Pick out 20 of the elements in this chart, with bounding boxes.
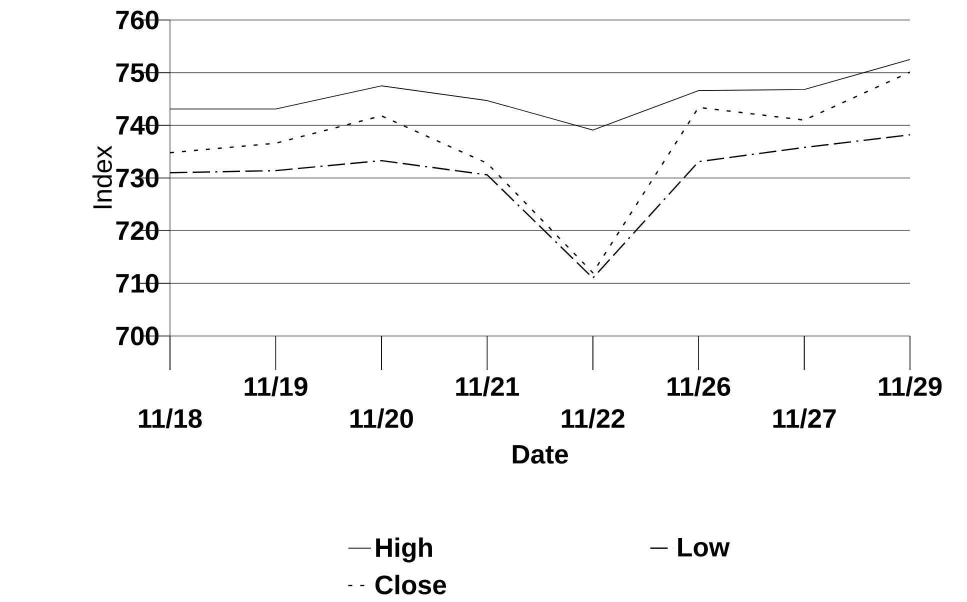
x-tick-label: 11/18 <box>139 408 202 428</box>
legend-label: Low <box>678 538 730 557</box>
x-tick-label: 11/29 <box>879 376 942 396</box>
x-tick-label: 11/27 <box>773 408 836 428</box>
y-tick-label: 730 <box>116 168 159 188</box>
y-tick-label: 720 <box>116 221 159 240</box>
x-axis-title: Date <box>512 445 568 464</box>
legend-label: High <box>376 538 432 562</box>
x-tick-label: 11/21 <box>456 376 520 396</box>
y-tick-label: 700 <box>116 326 159 346</box>
x-tick-label: 11/26 <box>668 376 730 396</box>
x-tick-label: 11/20 <box>350 408 413 428</box>
legend-label: Close <box>375 574 446 594</box>
y-tick-label: 740 <box>116 116 159 135</box>
x-tick-label: 11/22 <box>562 408 624 428</box>
x-tick-label: 11/19 <box>244 376 308 396</box>
y-axis-title: Index <box>92 146 112 208</box>
y-tick-label: 750 <box>116 63 159 82</box>
y-tick-label: 710 <box>116 274 159 293</box>
y-tick-label: 760 <box>116 10 159 30</box>
